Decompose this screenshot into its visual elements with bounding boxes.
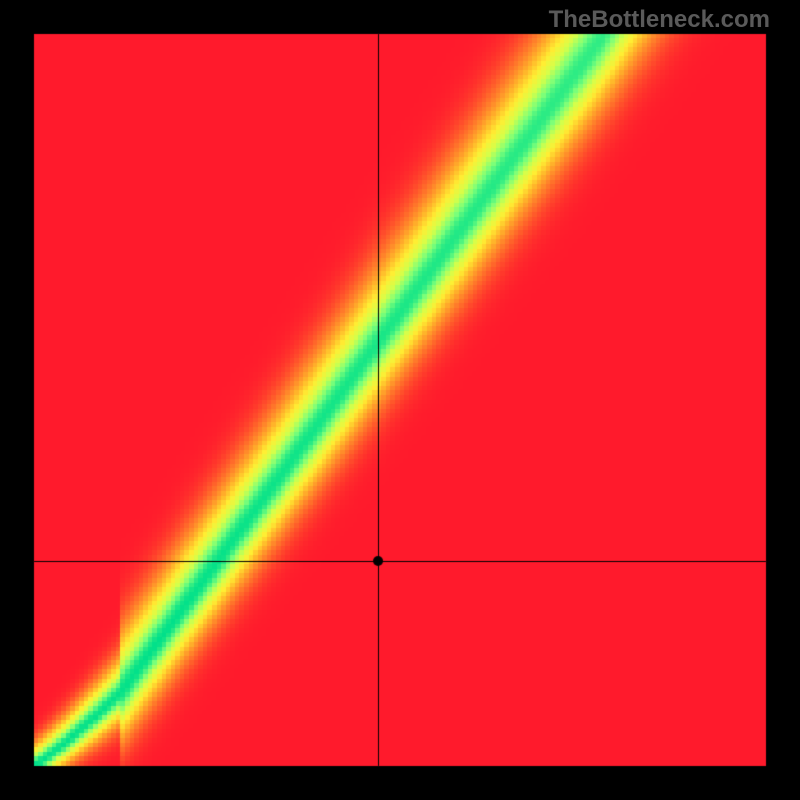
chart-container: TheBottleneck.com: [0, 0, 800, 800]
heatmap-canvas: [0, 0, 800, 800]
